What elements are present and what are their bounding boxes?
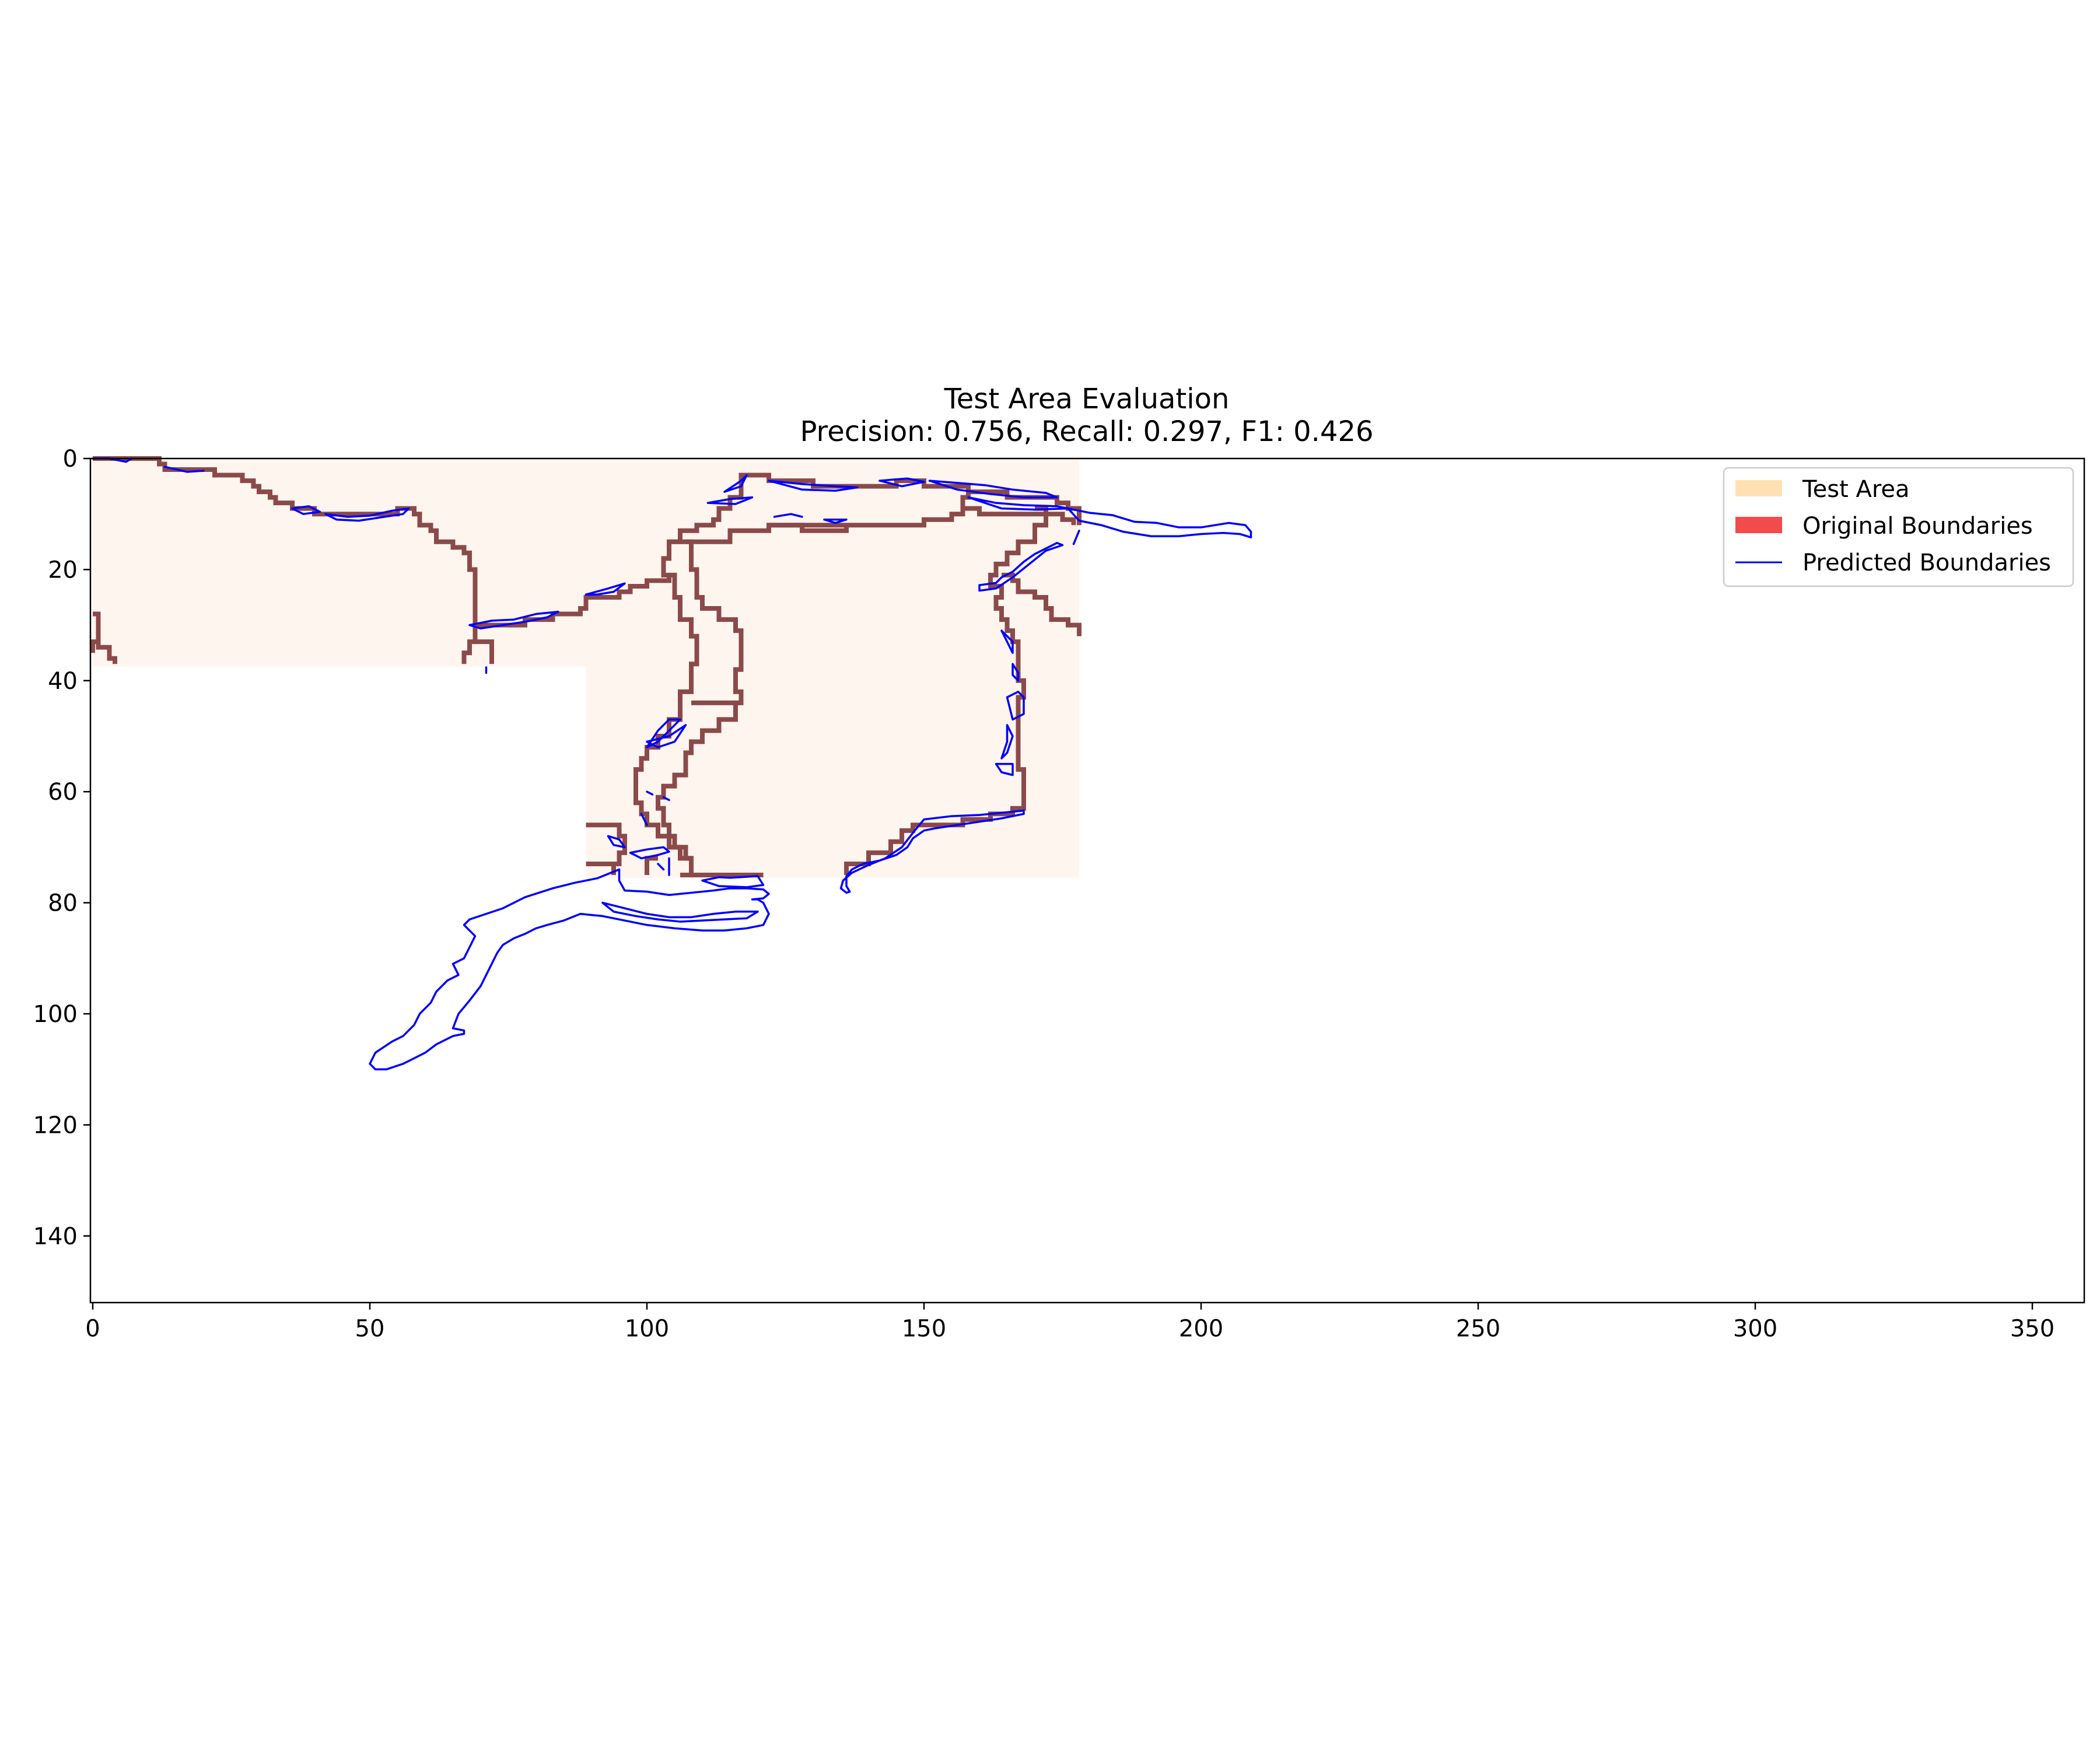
y-axis: 0 20 40 60 80 100 120 140 bbox=[33, 446, 90, 1250]
original-boundary-4 bbox=[93, 611, 117, 664]
predicted-boundary-26 bbox=[646, 724, 687, 748]
predicted-boundary-8 bbox=[723, 474, 748, 493]
original-boundary-8 bbox=[769, 523, 849, 533]
predicted-boundary-18 bbox=[978, 541, 1064, 592]
predicted-boundary-16 bbox=[1067, 507, 1252, 538]
plot-area bbox=[90, 456, 1252, 1070]
predicted-boundary-2 bbox=[163, 466, 205, 473]
y-tick-label: 120 bbox=[33, 1112, 78, 1139]
predicted-boundary-15 bbox=[967, 496, 1069, 511]
original-boundary-15 bbox=[645, 856, 658, 875]
predicted-boundary-20 bbox=[1012, 663, 1020, 682]
predicted-boundary-27 bbox=[646, 790, 654, 796]
predicted-boundary-25 bbox=[646, 718, 681, 748]
x-tick-label: 300 bbox=[1733, 1315, 1777, 1342]
predicted-boundary-29 bbox=[640, 813, 648, 827]
legend: Test Area Original Boundaries Predicted … bbox=[1723, 467, 2074, 587]
y-tick-label: 60 bbox=[48, 779, 78, 806]
predicted-boundary-5 bbox=[468, 610, 559, 630]
y-tick-label: 100 bbox=[33, 1001, 78, 1028]
original-boundary-1 bbox=[93, 456, 671, 628]
test-area-region bbox=[93, 459, 1079, 878]
legend-label-test-area: Test Area bbox=[1802, 476, 1910, 503]
y-tick-label: 80 bbox=[48, 890, 78, 917]
x-tick-label: 0 bbox=[85, 1315, 100, 1342]
predicted-boundary-7 bbox=[584, 582, 626, 596]
x-axis: 0 50 100 150 200 250 300 350 bbox=[85, 1303, 2054, 1342]
legend-label-original-boundaries: Original Boundaries bbox=[1803, 513, 2033, 540]
original-boundary-3 bbox=[475, 639, 494, 664]
predicted-boundary-36 bbox=[601, 901, 759, 923]
x-tick-label: 200 bbox=[1179, 1315, 1223, 1342]
predicted-boundary-35 bbox=[369, 868, 770, 1070]
predicted-boundary-22 bbox=[1000, 724, 1014, 760]
predicted-boundary-34 bbox=[701, 875, 765, 888]
axes-frame bbox=[89, 457, 2085, 1304]
predicted-boundary-28 bbox=[662, 796, 670, 802]
y-tick-label: 140 bbox=[33, 1223, 78, 1250]
predicted-boundary-31 bbox=[629, 846, 670, 860]
original-boundary-10 bbox=[634, 572, 699, 875]
x-tick-label: 250 bbox=[1456, 1315, 1500, 1342]
predicted-boundary-14 bbox=[928, 480, 1058, 499]
y-tick-label: 0 bbox=[63, 446, 78, 473]
y-tick-label: 20 bbox=[48, 556, 78, 583]
original-boundary-5 bbox=[90, 639, 99, 653]
x-tick-label: 350 bbox=[2010, 1315, 2054, 1342]
predicted-boundary-12 bbox=[773, 513, 803, 518]
predicted-boundary-3 bbox=[291, 505, 321, 515]
chart-subtitle: Precision: 0.756, Recall: 0.297, F1: 0.4… bbox=[800, 415, 1373, 448]
original-boundary-17 bbox=[844, 506, 1048, 875]
original-boundary-14 bbox=[586, 861, 616, 870]
original-boundary-11 bbox=[656, 539, 744, 875]
x-tick-label: 150 bbox=[902, 1315, 946, 1342]
predicted-boundary-11 bbox=[878, 477, 925, 488]
chart-title: Test Area Evaluation bbox=[944, 383, 1230, 415]
predicted-boundary-24 bbox=[839, 809, 1025, 894]
original-boundary-18 bbox=[1002, 572, 1082, 636]
original-boundary-9 bbox=[963, 506, 1076, 526]
original-boundary-2 bbox=[461, 625, 478, 664]
predicted-boundary-17 bbox=[1072, 530, 1080, 545]
predicted-boundary-9 bbox=[706, 496, 754, 505]
legend-swatch-original-boundaries bbox=[1735, 517, 1782, 533]
predicted-boundary-32 bbox=[657, 863, 665, 871]
predicted-boundary-10 bbox=[768, 480, 859, 492]
predicted-boundary-19 bbox=[1000, 629, 1014, 654]
y-tick-label: 40 bbox=[48, 668, 78, 695]
legend-label-predicted-boundaries: Predicted Boundaries bbox=[1803, 550, 2051, 576]
predicted-boundary-13 bbox=[823, 518, 848, 524]
predicted-boundary-30 bbox=[607, 835, 626, 849]
x-tick-label: 50 bbox=[355, 1315, 385, 1342]
original-boundary-7 bbox=[669, 492, 971, 544]
predicted-boundary-4 bbox=[324, 507, 410, 522]
legend-swatch-test-area bbox=[1735, 480, 1782, 496]
predicted-boundary-21 bbox=[1006, 691, 1025, 721]
legend-frame bbox=[1723, 467, 2074, 587]
x-tick-label: 100 bbox=[625, 1315, 669, 1342]
predicted-boundary-23 bbox=[995, 762, 1014, 776]
original-boundary-13 bbox=[586, 822, 627, 875]
